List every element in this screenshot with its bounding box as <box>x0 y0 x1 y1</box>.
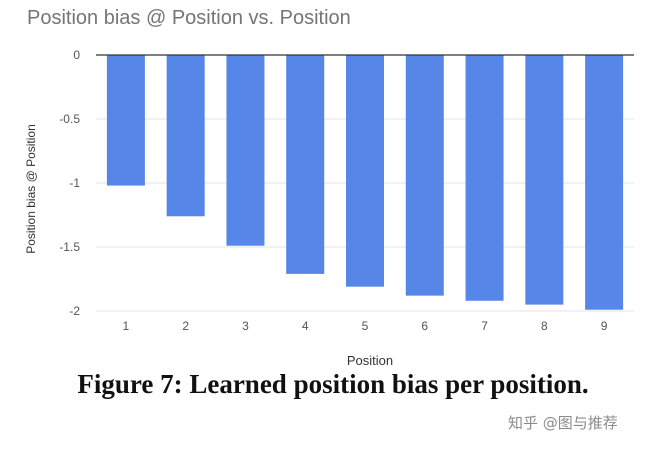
watermark: 知乎 @图与推荐 <box>508 414 618 432</box>
bar <box>286 55 325 274</box>
x-tick-label: 9 <box>601 319 608 333</box>
bar <box>465 55 504 301</box>
y-axis-title: Position bias @ Position <box>24 124 38 254</box>
x-tick-label: 7 <box>481 319 488 333</box>
bar <box>346 55 384 287</box>
y-tick-label: -1 <box>69 176 80 190</box>
bar <box>166 55 205 217</box>
bar-chart: 0 -0.5 -1 -1.5 -2 1 2 3 4 5 6 7 8 9 Position Position b… <box>24 48 634 368</box>
y-tick-label: 0 <box>73 48 80 62</box>
bar <box>585 55 624 310</box>
chart-title: Position bias @ Position vs. Position <box>27 7 351 29</box>
labels: 0 -0.5 -1 -1.5 -2 1 2 3 4 5 6 7 8 9 Position Position b… <box>24 48 608 368</box>
x-tick-label: 6 <box>421 319 428 333</box>
x-axis-title: Position <box>347 353 393 368</box>
bars <box>106 55 624 310</box>
x-tick-label: 2 <box>182 319 189 333</box>
x-tick-label: 5 <box>362 319 369 333</box>
y-tick-label: -2 <box>69 304 80 318</box>
bar <box>405 55 444 296</box>
figure-caption: Figure 7: Learned position bias per posi… <box>77 369 589 399</box>
bar <box>525 55 564 305</box>
x-tick-label: 1 <box>123 319 130 333</box>
y-tick-label: -1.5 <box>59 240 80 254</box>
bar <box>226 55 265 246</box>
x-tick-label: 4 <box>302 319 309 333</box>
x-tick-label: 8 <box>541 319 548 333</box>
x-tick-label: 3 <box>242 319 249 333</box>
bar <box>106 55 145 186</box>
y-tick-label: -0.5 <box>59 112 80 126</box>
